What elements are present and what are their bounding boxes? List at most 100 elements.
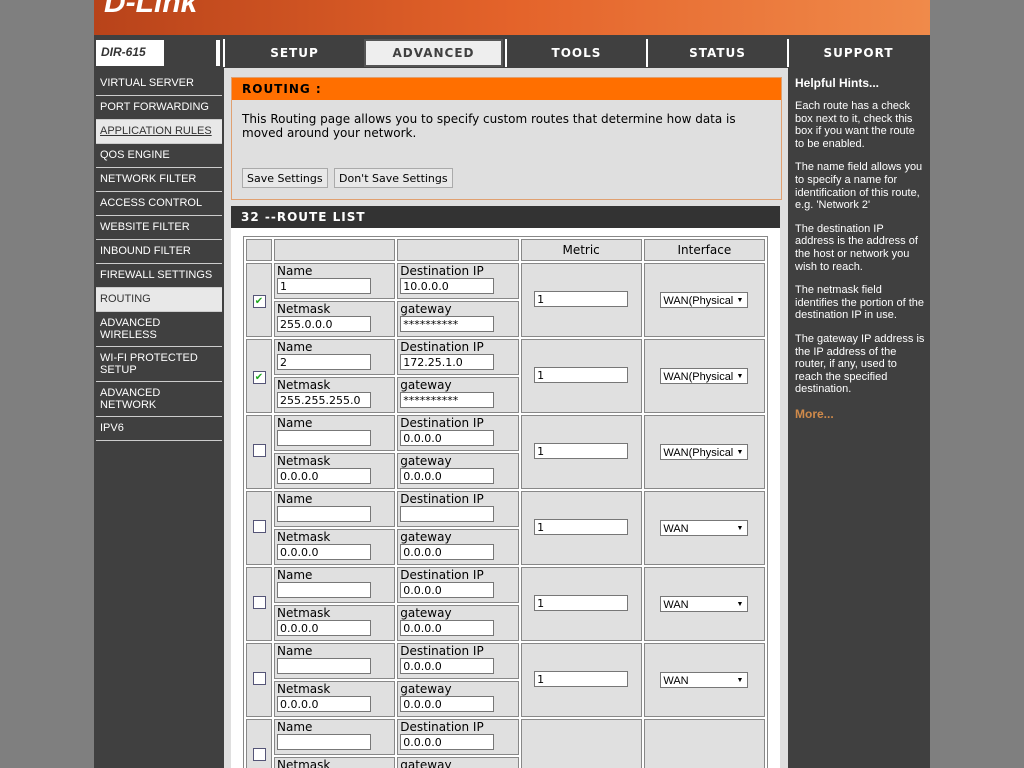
sidebar-item-port-forwarding[interactable]: PORT FORWARDING bbox=[96, 96, 222, 120]
netmask-input[interactable]: 255.0.0.0 bbox=[277, 316, 371, 332]
save-settings-button[interactable]: Save Settings bbox=[242, 168, 328, 188]
sidebar-item-firewall-settings[interactable]: FIREWALL SETTINGS bbox=[96, 264, 222, 288]
metric-input[interactable]: 1 bbox=[534, 594, 629, 611]
netmask-label: Netmask bbox=[277, 606, 331, 620]
gateway-input[interactable]: 0.0.0.0 bbox=[400, 696, 495, 712]
sidebar-item-advanced-wireless[interactable]: ADVANCED WIRELESS bbox=[96, 312, 222, 347]
name-input[interactable]: 1 bbox=[277, 278, 371, 294]
destination-ip-input[interactable]: 172.25.1.0 bbox=[400, 354, 495, 370]
name-input[interactable]: 2 bbox=[277, 354, 371, 370]
name-input[interactable] bbox=[277, 658, 371, 674]
dlink-logo: D-Link bbox=[104, 0, 198, 19]
dont-save-settings-button[interactable]: Don't Save Settings bbox=[334, 168, 453, 188]
gateway-label: gateway bbox=[400, 682, 452, 696]
destination-ip-input[interactable]: 0.0.0.0 bbox=[400, 430, 495, 446]
route-row: Name Destination IP 1 WAN bbox=[246, 491, 765, 565]
name-label: Name bbox=[277, 264, 313, 278]
hint-paragraph: The name field allows you to specify a n… bbox=[795, 161, 923, 212]
interface-select[interactable]: WAN(Physical bbox=[660, 292, 749, 309]
interface-select[interactable]: WAN bbox=[660, 672, 749, 689]
top-nav: DIR-615 SETUP ADVANCED TOOLS STATUS SUPP… bbox=[94, 38, 930, 68]
hint-paragraph: The destination IP address is the addres… bbox=[795, 222, 918, 273]
metric-input[interactable]: 1 bbox=[534, 290, 629, 307]
tab-status[interactable]: STATUS bbox=[646, 39, 787, 67]
netmask-input[interactable]: 0.0.0.0 bbox=[277, 468, 371, 484]
route-enable-checkbox[interactable] bbox=[252, 596, 266, 609]
hint-paragraph: The netmask field identifies the portion… bbox=[795, 284, 925, 322]
name-input[interactable] bbox=[277, 582, 371, 598]
destination-ip-input[interactable]: 10.0.0.0 bbox=[400, 278, 495, 294]
metric-input[interactable]: 1 bbox=[534, 366, 629, 383]
route-list-section: 32 --ROUTE LIST Metric Interface ✔ Name 1 … bbox=[231, 206, 780, 768]
netmask-label: Netmask bbox=[277, 758, 331, 768]
route-enable-checkbox[interactable] bbox=[252, 520, 266, 533]
hints-title: Helpful Hints... bbox=[795, 76, 879, 90]
tab-setup[interactable]: SETUP bbox=[223, 39, 364, 67]
route-enable-checkbox[interactable]: ✔ bbox=[252, 370, 266, 384]
netmask-input[interactable]: 255.255.255.0 bbox=[277, 392, 371, 408]
sidebar-item-qos-engine[interactable]: QOS ENGINE bbox=[96, 144, 222, 168]
sidebar-item-virtual-server[interactable]: VIRTUAL SERVER bbox=[96, 72, 222, 96]
route-enable-checkbox[interactable] bbox=[252, 444, 266, 457]
routing-title: ROUTING : bbox=[232, 78, 781, 100]
interface-select[interactable]: WAN(Physical bbox=[660, 368, 749, 385]
sidebar-item-network-filter[interactable]: NETWORK FILTER bbox=[96, 168, 222, 192]
more-link[interactable]: More... bbox=[795, 406, 834, 421]
name-input[interactable] bbox=[277, 734, 371, 750]
netmask-input[interactable]: 0.0.0.0 bbox=[277, 696, 371, 712]
tab-support[interactable]: SUPPORT bbox=[787, 39, 928, 67]
destination-ip-label: Destination IP bbox=[400, 644, 484, 658]
destination-ip-label: Destination IP bbox=[400, 568, 484, 582]
metric-input[interactable]: 1 bbox=[534, 442, 629, 459]
metric-input[interactable]: 1 bbox=[534, 518, 629, 535]
route-row: Name Destination IP 0.0.0.0 bbox=[246, 719, 765, 768]
route-list-title: 32 --ROUTE LIST bbox=[231, 206, 780, 228]
interface-select[interactable]: WAN bbox=[660, 520, 749, 537]
model-name: DIR-615 bbox=[101, 45, 146, 59]
gateway-label: gateway bbox=[400, 378, 452, 392]
banner: D-Link bbox=[94, 0, 930, 35]
gateway-input[interactable]: ********** bbox=[400, 316, 495, 332]
route-row: Name Destination IP 0.0.0.0 1 WAN(Physica… bbox=[246, 415, 765, 489]
netmask-label: Netmask bbox=[277, 454, 331, 468]
destination-ip-input[interactable] bbox=[400, 506, 495, 522]
name-input[interactable] bbox=[277, 506, 371, 522]
gateway-input[interactable]: 0.0.0.0 bbox=[400, 620, 495, 636]
sidebar-item-website-filter[interactable]: WEBSITE FILTER bbox=[96, 216, 222, 240]
destination-ip-input[interactable]: 0.0.0.0 bbox=[400, 658, 495, 674]
sidebar-item-access-control[interactable]: ACCESS CONTROL bbox=[96, 192, 222, 216]
gateway-input[interactable]: ********** bbox=[400, 392, 495, 408]
destination-ip-input[interactable]: 0.0.0.0 bbox=[400, 582, 495, 598]
gateway-label: gateway bbox=[400, 530, 452, 544]
hint-paragraph: Each route has a check box next to it, c… bbox=[795, 100, 915, 150]
name-input[interactable] bbox=[277, 430, 371, 446]
name-label: Name bbox=[277, 568, 313, 582]
sidebar-item-wi-fi-protected-setup[interactable]: WI-FI PROTECTED SETUP bbox=[96, 347, 222, 382]
netmask-input[interactable]: 0.0.0.0 bbox=[277, 544, 371, 560]
metric-input[interactable]: 1 bbox=[534, 670, 629, 687]
sidebar-item-ipv6[interactable]: IPV6 bbox=[96, 417, 222, 441]
destination-ip-label: Destination IP bbox=[400, 492, 484, 506]
tab-tools[interactable]: TOOLS bbox=[505, 39, 646, 67]
gateway-input[interactable]: 0.0.0.0 bbox=[400, 468, 495, 484]
route-enable-checkbox[interactable] bbox=[252, 748, 266, 761]
interface-select[interactable]: WAN(Physical bbox=[660, 444, 749, 461]
gateway-label: gateway bbox=[400, 758, 452, 768]
sidebar-item-inbound-filter[interactable]: INBOUND FILTER bbox=[96, 240, 222, 264]
helpful-hints: Helpful Hints... Each route has a check … bbox=[790, 68, 930, 768]
tab-advanced[interactable]: ADVANCED bbox=[364, 39, 503, 67]
route-enable-checkbox[interactable] bbox=[252, 672, 266, 685]
netmask-input[interactable]: 0.0.0.0 bbox=[277, 620, 371, 636]
route-enable-checkbox[interactable]: ✔ bbox=[252, 294, 266, 308]
sidebar-item-routing[interactable]: ROUTING bbox=[96, 288, 222, 312]
netmask-label: Netmask bbox=[277, 530, 331, 544]
gateway-input[interactable]: 0.0.0.0 bbox=[400, 544, 495, 560]
gateway-label: gateway bbox=[400, 302, 452, 316]
interface-select[interactable]: WAN bbox=[660, 596, 749, 613]
route-row: ✔ Name 1 Destination IP 10.0.0.0 1 WAN(Phy… bbox=[246, 263, 765, 337]
name-label: Name bbox=[277, 644, 313, 658]
sidebar-item-advanced-network[interactable]: ADVANCED NETWORK bbox=[96, 382, 222, 417]
sidebar-item-application-rules[interactable]: APPLICATION RULES bbox=[96, 120, 222, 144]
destination-ip-input[interactable]: 0.0.0.0 bbox=[400, 734, 495, 750]
name-label: Name bbox=[277, 340, 313, 354]
